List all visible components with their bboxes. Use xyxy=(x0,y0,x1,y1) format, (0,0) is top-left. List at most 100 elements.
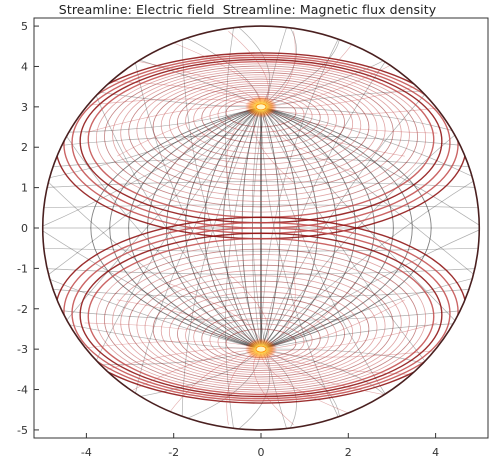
magnetic-streamline xyxy=(144,76,378,181)
electric-streamline xyxy=(181,106,262,421)
electric-streamline xyxy=(94,91,262,350)
electric-streamline xyxy=(128,106,262,350)
electric-streamline xyxy=(260,91,428,350)
magnetic-streamline xyxy=(79,232,443,398)
magnetic-streamline xyxy=(177,85,345,160)
electric-streamline xyxy=(260,26,297,108)
axes xyxy=(33,17,489,439)
electric-streamline xyxy=(185,106,262,350)
x-tick-label: -4 xyxy=(81,446,92,459)
electric-streamline xyxy=(222,106,262,350)
electric-streamline xyxy=(44,178,262,350)
y-tick-label: -4 xyxy=(17,384,28,397)
magnetic-streamline xyxy=(136,74,386,186)
magnetic-streamline xyxy=(128,72,394,192)
y-tick-label: -3 xyxy=(17,343,28,356)
electric-streamline xyxy=(42,308,480,322)
electric-streamline xyxy=(225,106,262,430)
magnetic-streamline xyxy=(160,286,362,376)
electric-streamline xyxy=(260,348,297,430)
electric-streamline xyxy=(134,58,262,350)
magnetic-streamline xyxy=(87,237,435,396)
electric-streamline xyxy=(260,178,478,350)
tick-labels: -4 -2 0 2 4 5 4 3 2 1 0 -1 -2 -3 -4 -5 xyxy=(17,20,439,459)
electric-streamline xyxy=(63,106,262,133)
magnetic-streamline xyxy=(209,318,313,363)
electric-streamline xyxy=(260,106,341,421)
electric-streamline xyxy=(260,106,394,350)
electric-streamline xyxy=(260,90,428,108)
magnetic-streamline xyxy=(95,63,427,213)
electric-streamline xyxy=(42,134,480,148)
magnetic-streamline xyxy=(168,83,354,165)
magnetic-streamline xyxy=(144,275,378,380)
magnetic-streamline xyxy=(120,259,402,387)
electric-streamline xyxy=(260,227,480,350)
electric-streamline xyxy=(260,106,432,350)
electric-streamline xyxy=(42,247,480,252)
electric-streamline xyxy=(42,181,480,188)
electric-streamline xyxy=(42,288,480,298)
title-magnetic-flux: Streamline: Magnetic flux density xyxy=(222,2,437,17)
electric-streamline xyxy=(260,106,428,365)
x-tick-label: 2 xyxy=(345,446,352,459)
y-tick-label: -2 xyxy=(17,303,28,316)
y-tick-label: 3 xyxy=(21,101,28,114)
electric-streamline xyxy=(260,58,388,108)
magnetic-streamline xyxy=(201,312,321,365)
electric-streamline xyxy=(94,348,262,366)
x-tick-label: 0 xyxy=(258,446,265,459)
magnetic-streamline xyxy=(71,227,451,400)
magnetic-streamline xyxy=(160,80,362,170)
magnetic-streamline xyxy=(112,67,410,202)
y-tick-label: 0 xyxy=(21,222,28,235)
magnetic-streamline xyxy=(168,291,354,373)
magnetic-streamline xyxy=(185,87,337,154)
electric-streamline xyxy=(260,106,478,278)
magnetic-streamline xyxy=(63,221,459,402)
x-tick-label: 4 xyxy=(432,446,439,459)
electric-streamline xyxy=(260,106,459,133)
magnetic-streamline xyxy=(193,89,329,149)
electric-streamline xyxy=(42,106,262,229)
electric-streamline xyxy=(251,106,289,430)
magnetic-streamline xyxy=(201,91,321,144)
electric-streamline xyxy=(260,106,459,324)
y-tick-label: 1 xyxy=(21,182,28,195)
electric-streamline xyxy=(109,106,262,350)
magnetic-streamline xyxy=(177,296,345,371)
magnetic-flux-streamlines xyxy=(55,31,467,425)
magnetic-streamline xyxy=(152,280,370,378)
electric-streamline xyxy=(260,35,341,108)
electric-field-streamlines xyxy=(42,26,480,430)
electric-streamline xyxy=(42,227,262,350)
electric-streamline xyxy=(90,106,262,350)
electric-streamline xyxy=(42,158,480,168)
y-tick-label: 4 xyxy=(21,60,28,73)
domain-circle xyxy=(41,25,481,431)
electric-streamline xyxy=(63,132,262,350)
y-tick-label: 5 xyxy=(21,20,28,33)
electric-streamline xyxy=(260,106,375,350)
electric-streamline xyxy=(260,106,319,350)
magnetic-streamline xyxy=(112,254,410,389)
electric-streamline xyxy=(44,276,262,350)
electric-streamline xyxy=(203,106,262,350)
electric-streamline xyxy=(260,348,428,365)
electric-streamline xyxy=(147,106,262,350)
x-tick-label: -2 xyxy=(168,446,179,459)
magnetic-streamline xyxy=(95,243,427,393)
electric-streamline xyxy=(42,268,480,275)
magnetic-streamline xyxy=(104,248,418,391)
title-electric-field: Streamline: Electric field xyxy=(58,2,215,17)
magnetic-streamline xyxy=(152,78,370,176)
field-source xyxy=(255,345,267,353)
electric-streamline xyxy=(260,106,480,229)
y-tick-label: 2 xyxy=(21,141,28,154)
y-tick-label: -1 xyxy=(17,262,28,275)
magnetic-streamline xyxy=(120,69,402,197)
electric-streamline xyxy=(260,348,388,398)
magnetic-streamline xyxy=(209,93,313,138)
electric-streamline xyxy=(225,26,262,350)
